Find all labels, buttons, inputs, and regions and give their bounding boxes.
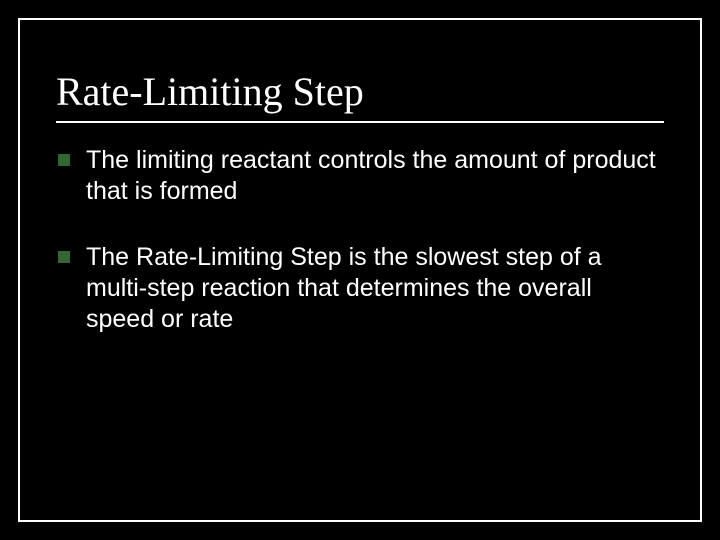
- bullet-list: The limiting reactant controls the amoun…: [56, 145, 664, 335]
- slide: Rate-Limiting Step The limiting reactant…: [0, 0, 720, 540]
- bullet-item: The Rate-Limiting Step is the slowest st…: [56, 242, 664, 336]
- title-underline: [56, 121, 664, 123]
- bullet-item: The limiting reactant controls the amoun…: [56, 145, 664, 208]
- slide-inner-frame: Rate-Limiting Step The limiting reactant…: [18, 18, 702, 522]
- slide-title: Rate-Limiting Step: [56, 68, 664, 115]
